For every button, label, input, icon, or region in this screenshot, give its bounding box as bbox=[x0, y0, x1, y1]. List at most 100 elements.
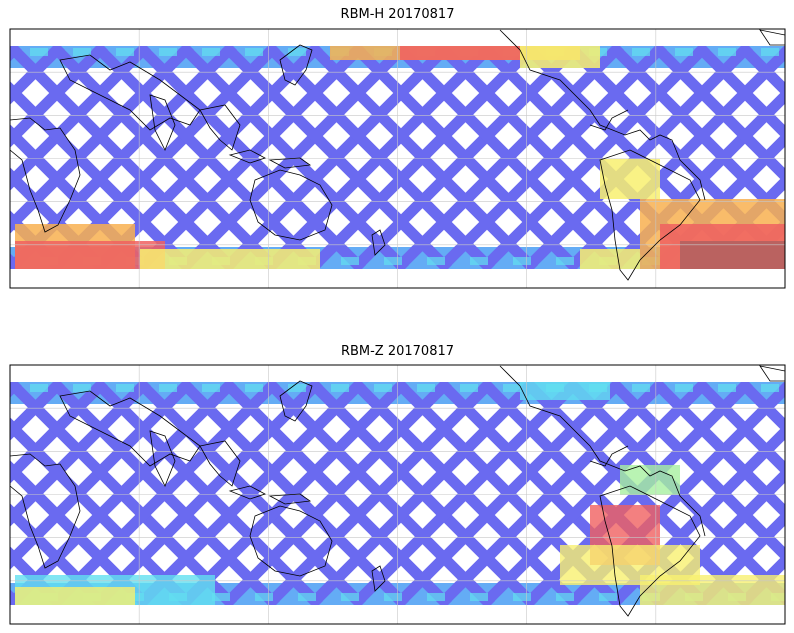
swath-tint bbox=[202, 384, 220, 392]
map-panel-top bbox=[9, 28, 786, 289]
swath-descending bbox=[10, 382, 151, 527]
swath-descending bbox=[393, 382, 624, 605]
coastline-path bbox=[10, 453, 81, 569]
coastlines bbox=[10, 365, 785, 617]
swath-descending bbox=[393, 46, 624, 269]
swath-tint bbox=[556, 593, 574, 601]
swath-descending bbox=[522, 46, 753, 269]
high-value-regions bbox=[15, 382, 785, 605]
coastline-path bbox=[371, 229, 386, 256]
swath-ascending bbox=[694, 46, 785, 141]
swath-tint bbox=[417, 384, 435, 392]
coastline-path bbox=[149, 94, 176, 151]
swath-tint bbox=[513, 593, 531, 601]
swath-descending bbox=[436, 382, 667, 605]
map-panel-bottom bbox=[9, 364, 786, 625]
swath-tint bbox=[73, 384, 91, 392]
map-frame bbox=[9, 364, 786, 625]
swath-tint bbox=[675, 48, 693, 56]
swath-descending bbox=[307, 46, 538, 269]
swath-tint bbox=[116, 48, 134, 56]
swath-descending bbox=[10, 382, 65, 441]
coastline-path bbox=[279, 44, 313, 86]
swath-descending bbox=[479, 382, 710, 605]
swath-descending bbox=[49, 382, 280, 605]
swath-descending bbox=[10, 46, 194, 234]
swath-tint bbox=[30, 48, 48, 56]
swath-tint bbox=[245, 48, 263, 56]
swath-tint bbox=[761, 384, 779, 392]
swath-tint bbox=[470, 593, 488, 601]
coastline-path bbox=[599, 485, 701, 617]
swath-tint bbox=[427, 593, 445, 601]
swath-descending bbox=[135, 46, 366, 269]
heat-patch bbox=[620, 465, 680, 495]
swath-tint bbox=[288, 48, 306, 56]
swath-ascending bbox=[737, 382, 785, 434]
coastline-path bbox=[249, 505, 333, 577]
panel-title-bottom: RBM-Z 20170817 bbox=[340, 344, 455, 359]
swath-tint bbox=[718, 48, 736, 56]
heat-patch bbox=[140, 249, 320, 269]
graticule bbox=[10, 29, 785, 288]
swath-tint bbox=[384, 593, 402, 601]
coastline-path bbox=[149, 430, 176, 487]
coastlines bbox=[10, 29, 785, 281]
swath-descending bbox=[135, 382, 366, 605]
swath-descending bbox=[178, 46, 409, 269]
swath-descending bbox=[10, 46, 108, 148]
coastline-path bbox=[228, 149, 312, 169]
coastline-path bbox=[759, 365, 785, 382]
swath-tint bbox=[202, 48, 220, 56]
heat-patch bbox=[680, 241, 785, 269]
satellite-swath-tracks bbox=[10, 382, 785, 605]
swath-tint bbox=[599, 593, 617, 601]
swath-descending bbox=[221, 46, 452, 269]
swath-descending bbox=[350, 382, 581, 605]
swath-descending bbox=[565, 46, 785, 269]
swath-tint bbox=[159, 384, 177, 392]
swath-ascending bbox=[10, 546, 65, 605]
heat-patch bbox=[520, 46, 600, 68]
swath-descending bbox=[350, 46, 581, 269]
swath-descending bbox=[307, 382, 538, 605]
swath-descending bbox=[436, 46, 667, 269]
swath-tint bbox=[761, 48, 779, 56]
coastline-path bbox=[199, 104, 241, 151]
swath-descending bbox=[10, 46, 151, 191]
swath-tint bbox=[30, 384, 48, 392]
swath-descending bbox=[264, 46, 495, 269]
heat-patch bbox=[600, 159, 660, 199]
swath-ascending bbox=[10, 503, 108, 605]
swath-tint bbox=[513, 257, 531, 265]
panel-title-top: RBM-H 20170817 bbox=[340, 7, 455, 22]
coastline-path bbox=[499, 365, 706, 537]
swath-tint bbox=[73, 48, 91, 56]
heat-patch bbox=[15, 587, 135, 605]
coastline-path bbox=[589, 109, 629, 131]
swath-tint bbox=[427, 257, 445, 265]
swath-descending bbox=[737, 553, 785, 605]
coastline-path bbox=[279, 380, 313, 422]
swath-descending bbox=[694, 510, 785, 605]
swath-tint bbox=[470, 257, 488, 265]
swath-tint bbox=[331, 384, 349, 392]
swath-descending bbox=[10, 382, 108, 484]
swath-descending bbox=[178, 382, 409, 605]
coastline-path bbox=[249, 169, 333, 241]
coastline-path bbox=[371, 565, 386, 592]
swath-descending bbox=[92, 382, 323, 605]
coastline-path bbox=[59, 390, 201, 467]
swath-tint bbox=[116, 384, 134, 392]
heat-patch bbox=[580, 249, 640, 269]
swath-descending bbox=[10, 46, 65, 105]
swath-tint bbox=[212, 593, 230, 601]
coastline-path bbox=[59, 54, 201, 131]
swath-tint bbox=[255, 593, 273, 601]
high-value-regions bbox=[15, 46, 785, 269]
coastline-path bbox=[759, 29, 785, 46]
swath-tint bbox=[341, 257, 359, 265]
swath-tint bbox=[384, 257, 402, 265]
map-frame bbox=[9, 28, 786, 289]
